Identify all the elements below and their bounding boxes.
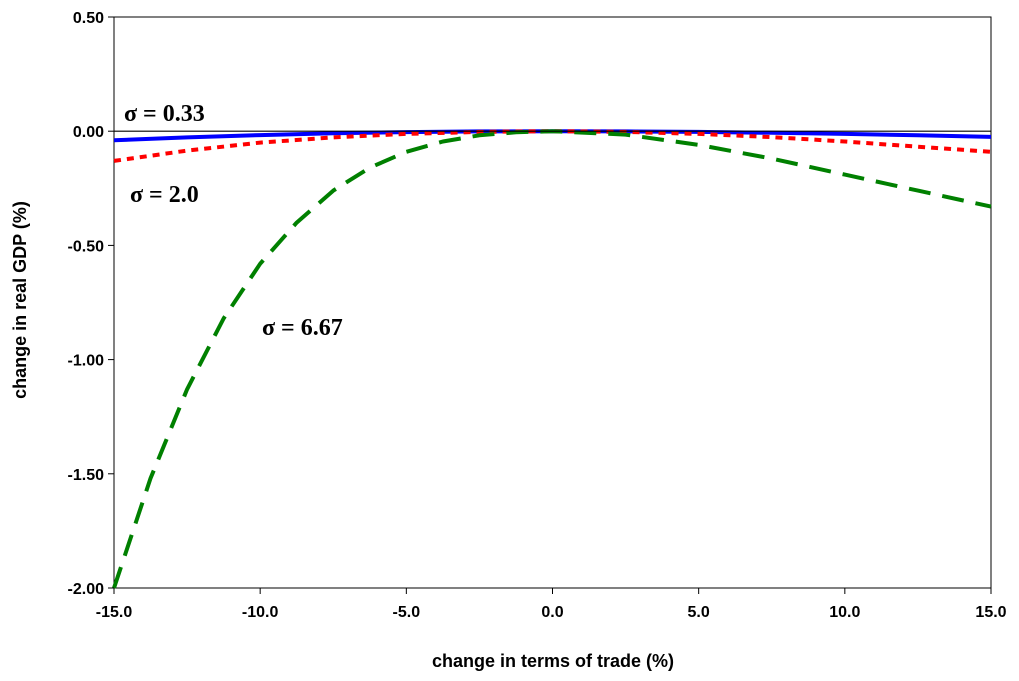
series-label-sigma-6-67: σ = 6.67	[262, 315, 343, 341]
y-tick-label: 0.00	[73, 124, 104, 141]
x-axis-ticks: -15.0 -10.0 -5.0 0.0 5.0 10.0 15.0	[96, 588, 1007, 621]
series-label-sigma-2-0: σ = 2.0	[130, 182, 199, 208]
x-tick-label: 5.0	[688, 604, 710, 621]
y-tick-label: -1.00	[68, 353, 105, 370]
x-tick-label: 15.0	[975, 604, 1006, 621]
x-tick-label: -5.0	[393, 604, 421, 621]
y-axis-title: change in real GDP (%)	[10, 201, 30, 399]
y-tick-label: -0.50	[68, 238, 105, 255]
plot-area	[113, 16, 992, 589]
series-line-2	[112, 129, 992, 589]
x-tick-label: 10.0	[829, 604, 860, 621]
series-label-sigma-0-33: σ = 0.33	[124, 101, 205, 127]
y-tick-label: -2.00	[68, 581, 105, 598]
x-axis-title: change in terms of trade (%)	[432, 651, 674, 671]
y-axis-ticks: 0.50 0.00 -0.50 -1.00 -1.50 -2.00	[68, 10, 114, 598]
plot-frame	[113, 16, 992, 589]
x-tick-label: 0.0	[541, 604, 563, 621]
y-tick-label: 0.50	[73, 10, 104, 27]
series-line-1	[113, 129, 992, 163]
x-tick-label: -10.0	[242, 604, 279, 621]
y-tick-label: -1.50	[68, 467, 105, 484]
x-tick-label: -15.0	[96, 604, 133, 621]
